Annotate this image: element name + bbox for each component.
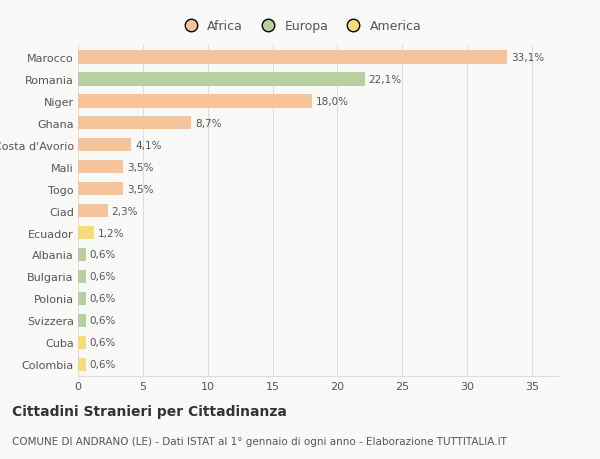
Text: 0,6%: 0,6% xyxy=(89,316,116,325)
Text: 0,6%: 0,6% xyxy=(89,250,116,260)
Text: 0,6%: 0,6% xyxy=(89,272,116,282)
Bar xyxy=(78,205,108,218)
Bar xyxy=(78,51,508,65)
Bar xyxy=(78,73,365,86)
Text: 3,5%: 3,5% xyxy=(127,184,154,194)
Text: 2,3%: 2,3% xyxy=(112,206,138,216)
Text: 33,1%: 33,1% xyxy=(511,53,544,63)
Text: 8,7%: 8,7% xyxy=(195,118,221,129)
Text: Cittadini Stranieri per Cittadinanza: Cittadini Stranieri per Cittadinanza xyxy=(12,404,287,418)
Text: 4,1%: 4,1% xyxy=(135,140,161,151)
Bar xyxy=(78,314,86,327)
Text: 1,2%: 1,2% xyxy=(97,228,124,238)
Bar xyxy=(78,226,94,240)
Bar xyxy=(78,95,311,108)
Bar xyxy=(78,336,86,349)
Text: 0,6%: 0,6% xyxy=(89,337,116,347)
Bar xyxy=(78,161,124,174)
Text: 0,6%: 0,6% xyxy=(89,359,116,369)
Text: 0,6%: 0,6% xyxy=(89,294,116,304)
Text: 18,0%: 18,0% xyxy=(316,97,349,106)
Bar xyxy=(78,270,86,283)
Bar xyxy=(78,358,86,371)
Bar xyxy=(78,248,86,262)
Text: COMUNE DI ANDRANO (LE) - Dati ISTAT al 1° gennaio di ogni anno - Elaborazione TU: COMUNE DI ANDRANO (LE) - Dati ISTAT al 1… xyxy=(12,436,507,446)
Bar xyxy=(78,183,124,196)
Text: 3,5%: 3,5% xyxy=(127,162,154,173)
Bar xyxy=(78,117,191,130)
Legend: Africa, Europa, America: Africa, Europa, America xyxy=(173,16,427,39)
Bar xyxy=(78,292,86,305)
Text: 22,1%: 22,1% xyxy=(368,75,402,85)
Bar xyxy=(78,139,131,152)
